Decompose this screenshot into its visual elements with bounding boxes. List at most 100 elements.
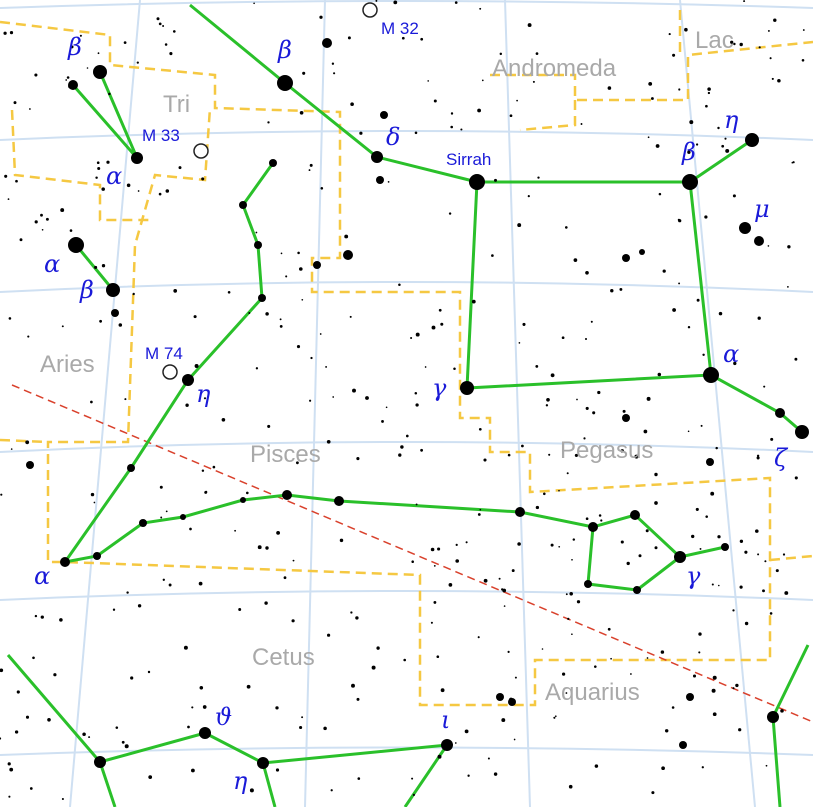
star — [182, 374, 194, 386]
star — [385, 406, 388, 409]
star — [647, 136, 650, 139]
star — [513, 738, 516, 741]
star — [660, 650, 665, 654]
star — [756, 456, 760, 460]
star — [299, 110, 304, 115]
star — [95, 176, 98, 179]
star — [7, 762, 11, 766]
star — [199, 686, 204, 690]
star — [99, 319, 102, 323]
star — [0, 493, 3, 496]
star — [137, 604, 142, 608]
star — [339, 538, 344, 543]
star — [121, 740, 125, 744]
boundary — [10, 109, 150, 222]
star — [724, 137, 727, 140]
star — [535, 365, 539, 368]
star — [569, 592, 573, 596]
star — [499, 52, 503, 56]
star — [744, 550, 748, 554]
star — [34, 73, 38, 77]
star — [784, 591, 789, 595]
deep-sky-label: M 74 — [145, 344, 183, 363]
star — [349, 315, 352, 318]
star — [0, 737, 2, 740]
star — [258, 294, 266, 302]
star — [777, 78, 781, 83]
star — [267, 121, 270, 124]
star — [32, 656, 35, 660]
star — [411, 777, 414, 780]
deep-sky-label: M 32 — [381, 19, 419, 38]
star — [164, 43, 168, 46]
star — [291, 619, 295, 623]
star — [309, 163, 313, 167]
star — [678, 88, 681, 91]
star — [97, 166, 101, 171]
star — [679, 741, 687, 749]
star — [527, 23, 532, 28]
star — [795, 425, 809, 439]
star — [633, 586, 641, 594]
star — [600, 519, 603, 522]
star — [794, 357, 798, 361]
star — [780, 709, 784, 713]
star-label: β — [67, 33, 82, 61]
star — [721, 144, 725, 148]
star — [158, 22, 162, 26]
star — [678, 282, 681, 285]
star — [106, 283, 120, 297]
star — [769, 57, 772, 60]
star — [420, 37, 424, 41]
star — [654, 501, 658, 505]
star — [68, 237, 84, 253]
star — [433, 564, 436, 567]
star — [356, 697, 360, 701]
star — [735, 683, 739, 688]
star — [687, 430, 690, 433]
star — [45, 217, 49, 221]
star — [320, 187, 324, 190]
star — [327, 633, 331, 637]
star — [420, 448, 424, 452]
star — [704, 215, 708, 219]
star — [40, 213, 43, 217]
star — [584, 337, 588, 341]
star — [112, 608, 116, 611]
star — [276, 530, 281, 535]
star — [201, 177, 205, 181]
star — [437, 547, 441, 551]
star — [255, 367, 259, 370]
star — [487, 757, 490, 760]
star — [594, 764, 599, 768]
grid-line — [0, 281, 813, 293]
constellation-label: Pegasus — [560, 437, 653, 464]
star — [646, 657, 649, 659]
star — [401, 36, 405, 40]
star — [645, 529, 649, 533]
star-label: γ — [686, 562, 701, 590]
star-label: γ — [432, 374, 447, 402]
star — [257, 545, 262, 550]
star — [59, 618, 63, 622]
star — [770, 437, 774, 441]
star — [757, 316, 761, 320]
star — [455, 559, 460, 563]
figures — [6, 3, 810, 807]
star — [558, 545, 561, 548]
star — [319, 15, 323, 19]
star — [82, 732, 86, 737]
star — [347, 36, 351, 40]
star — [60, 208, 65, 213]
star — [79, 34, 82, 37]
star — [323, 726, 327, 731]
star — [60, 557, 70, 567]
star — [371, 151, 383, 163]
star — [433, 99, 437, 103]
boundary — [769, 554, 813, 562]
star — [712, 675, 717, 680]
star — [535, 505, 540, 510]
star — [201, 469, 205, 472]
star — [450, 125, 454, 129]
star — [415, 403, 419, 407]
